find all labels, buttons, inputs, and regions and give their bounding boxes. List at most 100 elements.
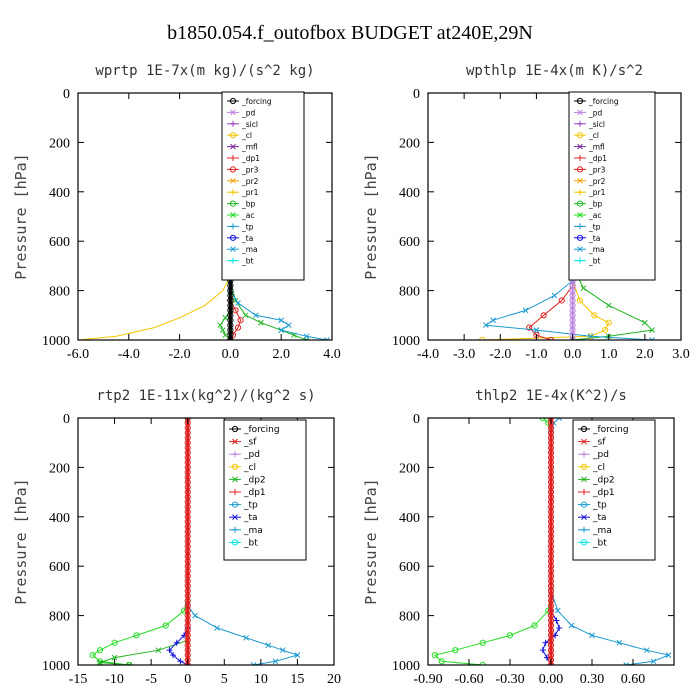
legend-marker [229,234,237,241]
x-tick-label: 0.30 [580,672,605,687]
legend-label: _pd [592,450,609,460]
y-tick-label: 200 [49,461,70,476]
legend-box [221,91,305,281]
data-point [234,324,242,331]
legend-label: _ta [241,234,253,243]
y-tick-label: 200 [49,136,70,151]
x-tick-label: -1.0 [525,347,547,362]
y-tick-label: 400 [49,511,70,526]
legend-marker [577,212,583,218]
legend-label: _ta [592,513,607,523]
data-point [490,317,496,324]
data-point [649,327,655,333]
data-point [556,418,563,421]
legend-label: _bt [588,257,601,266]
legend-marker [576,200,584,207]
data-point [235,300,241,306]
legend-label: _pr3 [241,165,259,174]
legend-label: _sf [592,438,606,448]
series-group [431,418,672,665]
legend-marker [576,132,584,139]
legend-marker [229,97,237,105]
y-tick-label: 1000 [42,659,70,674]
legend-marker [230,257,236,264]
legend-label: _forcing [592,425,629,435]
chart-panel-rtp2: rtp2 1E-11x(kg^2)/(kg^2 s) Pressure [hPa]… [12,388,341,687]
data-point [558,297,565,304]
data-point [89,652,96,659]
legend-marker [230,246,236,253]
chart-title: thlp2 1E-4x(K^2)/s [475,388,627,404]
legend-label: _ta [588,234,600,243]
data-point [543,654,550,661]
legend-label: _dp1 [243,488,266,498]
legend-marker [232,451,238,458]
data-point [623,662,630,665]
y-tick-label: 1000 [42,334,70,349]
data-point [452,647,459,654]
x-tick-label: -3.0 [453,347,475,362]
y-tick-label: 800 [49,610,70,625]
x-tick-label: 20 [327,672,341,687]
data-point [285,322,292,329]
legend-label: _pd [588,108,603,117]
data-point [540,312,547,319]
legend-label: _ma [592,526,612,536]
legend: _forcing _pd _sicl _cl _mfl _dp1 _pr3 _pr2 _pr1 _… [568,91,656,281]
legend-marker [577,143,583,150]
x-tick-label: 1.0 [600,347,618,362]
x-tick-label: 3.0 [672,347,690,362]
legend-label: _forcing [243,425,280,435]
series-line-cl [78,93,231,340]
x-tick-label: -2.0 [489,347,511,362]
legend-label: _pr1 [588,188,606,197]
data-point [643,647,650,654]
series-line-dp2 [99,418,189,665]
legend-label: _pr1 [241,188,259,197]
chart-title: rtp2 1E-11x(kg^2)/(kg^2 s) [96,388,315,404]
data-point [192,612,198,619]
series-group [89,418,301,665]
legend-label: _ac [588,211,601,220]
legend-label: _bt [592,538,607,548]
data-point [479,639,486,646]
data-point [111,639,118,646]
y-tick-label: 0 [413,87,420,102]
x-tick-label: -15 [69,672,88,687]
data-point [294,652,301,658]
data-point [568,622,575,629]
x-tick-label: 0.60 [621,672,646,687]
data-point [522,307,529,314]
data-point [217,322,224,329]
legend-label: _cl [592,463,605,473]
y-tick-label: 0 [413,412,420,427]
data-point [506,632,514,639]
y-tick-label: 0 [63,412,70,427]
legend-label: _cl [241,131,252,140]
data-point [526,324,533,331]
legend-label: _cl [243,463,256,473]
data-point [243,634,250,641]
data-point [272,658,279,665]
x-tick-label: 5 [221,672,228,687]
legend-marker [577,109,583,116]
x-tick-label: 4.0 [323,347,341,362]
legend-marker [580,539,588,546]
legend-marker [230,109,236,116]
legend-label: _bt [241,257,254,266]
legend-label: _bt [243,538,258,548]
data-point [616,639,623,646]
x-tick-label: 15 [290,672,304,687]
plot-frame [427,92,682,341]
y-tick-label: 600 [399,235,420,250]
y-tick-label: 800 [399,610,420,625]
x-tick-label: -10 [105,672,124,687]
y-axis-label: Pressure [hPa] [362,478,380,604]
data-point [554,607,561,614]
legend-label: _dp1 [241,154,260,163]
legend-marker [577,189,583,196]
y-tick-label: 400 [399,186,420,201]
y-tick-label: 200 [399,461,420,476]
legend-label: _tp [592,501,607,511]
legend-marker [229,132,237,139]
